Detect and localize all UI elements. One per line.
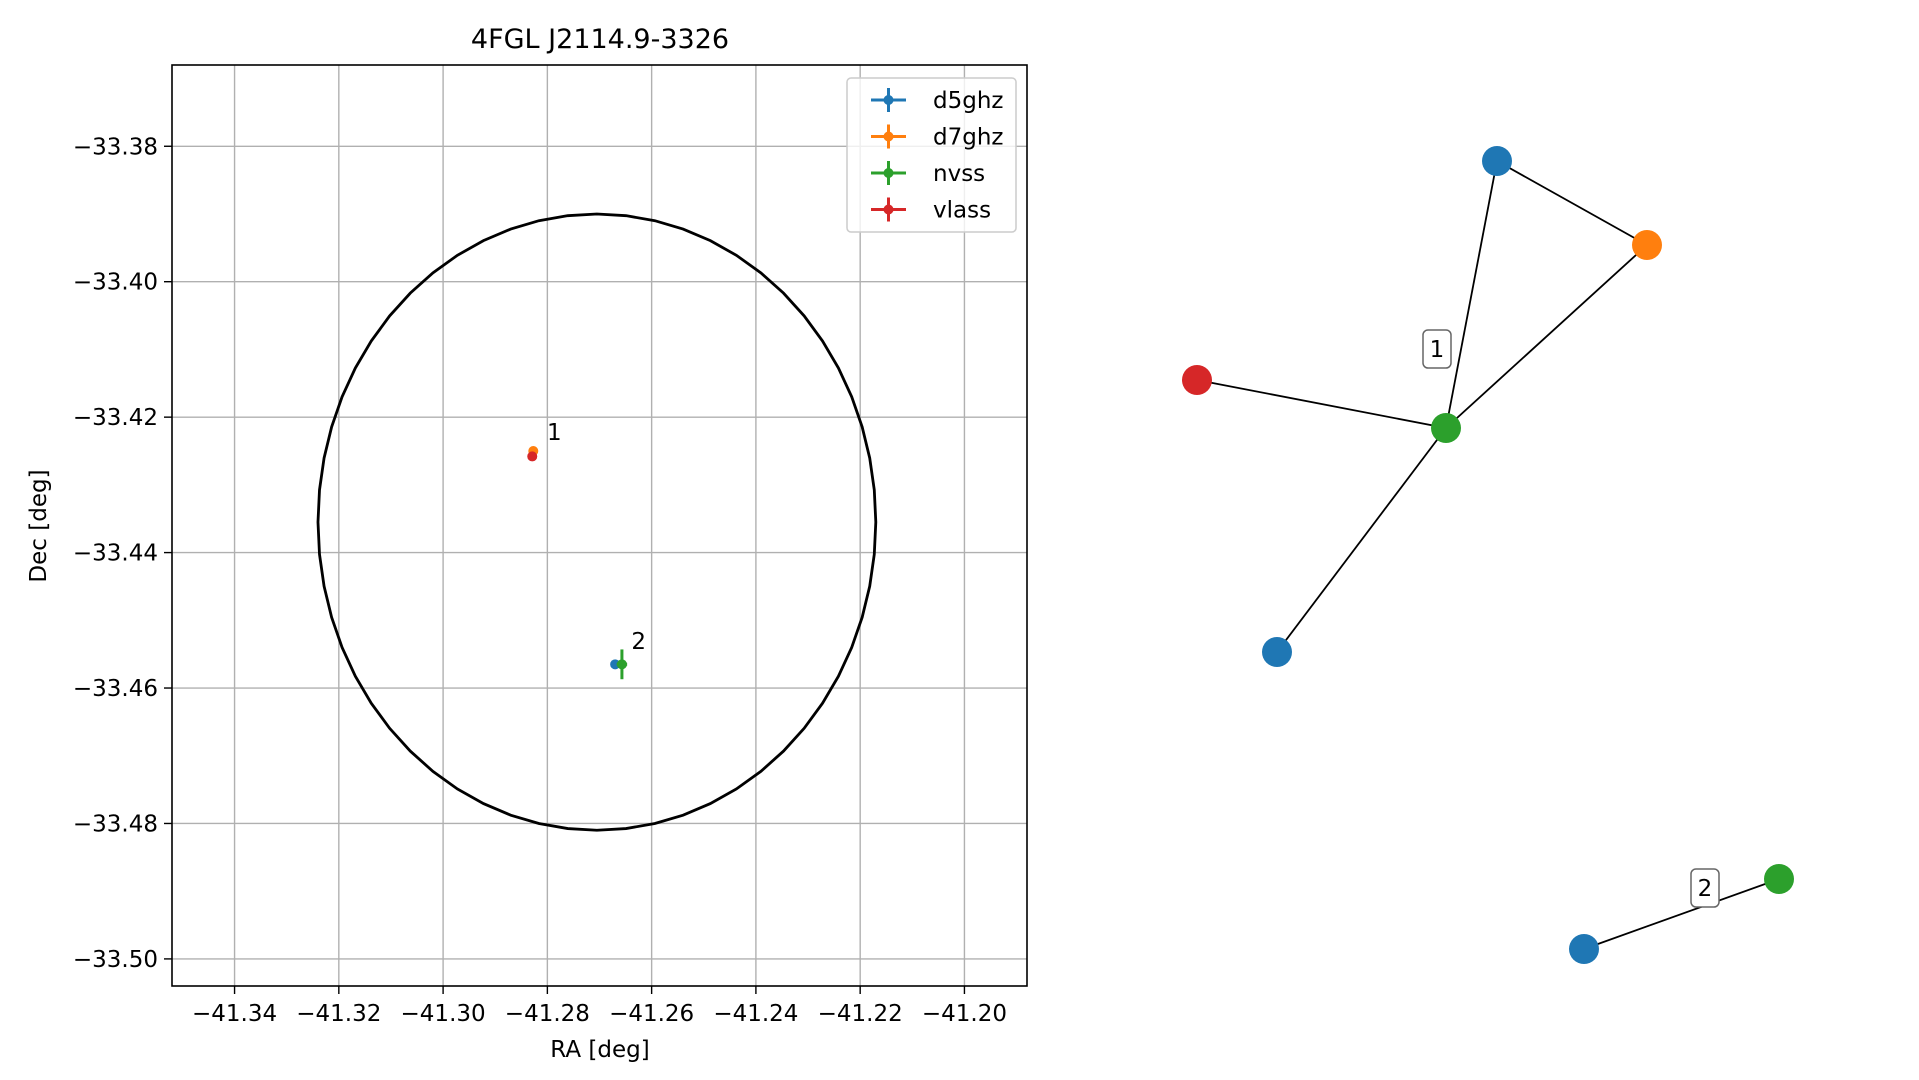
group-label-box: [1422, 329, 1452, 369]
x-axis-label: RA [deg]: [550, 1037, 649, 1063]
point-nvss: [616, 659, 627, 670]
y-tick-label: −33.44: [73, 541, 158, 567]
y-tick-label: −33.50: [73, 947, 158, 973]
error-ellipse: [316, 212, 878, 832]
data-points: [527, 446, 628, 680]
y-tick-label: −33.38: [73, 134, 158, 160]
legend-label-vlass: vlass: [933, 198, 991, 224]
y-tick-label: −33.42: [73, 405, 158, 431]
x-tick-label: −41.32: [296, 1001, 381, 1027]
graph-node-vlass: [1182, 365, 1212, 395]
grid-lines: [172, 65, 1027, 986]
graph-edge: [1496, 160, 1648, 246]
group-label: 1: [1430, 337, 1445, 363]
legend-marker-d7ghz: [883, 131, 894, 142]
legend-label-d7ghz: d7ghz: [933, 125, 1003, 151]
x-axis-ticks: −41.34 −41.32 −41.30 −41.28 −41.26 −41.24 −41.…: [192, 986, 1007, 1027]
y-tick-label: −33.40: [73, 270, 158, 296]
legend-marker-nvss: [883, 168, 894, 178]
legend-marker-d5ghz: [883, 95, 894, 105]
source-annotations: 12: [547, 420, 646, 655]
group-labels: 12: [1422, 329, 1720, 908]
chart-title: 4FGL J2114.9-3326: [471, 24, 729, 55]
group-label: 2: [1698, 876, 1713, 902]
x-tick-label: −41.22: [818, 1001, 903, 1027]
group-label-box: [1690, 868, 1720, 908]
x-tick-label: −41.28: [505, 1001, 590, 1027]
graph-node-d7ghz: [1632, 230, 1662, 260]
y-tick-label: −33.48: [73, 811, 158, 837]
graph-node-nvss: [1431, 413, 1461, 443]
x-tick-label: −41.30: [401, 1001, 486, 1027]
legend-label-d5ghz: d5ghz: [933, 88, 1003, 114]
legend-label-nvss: nvss: [933, 161, 985, 187]
sky-plot: 4FGL J2114.9-3326 12 −41.34 −41.32 −41.30−…: [26, 24, 1028, 1063]
y-axis-ticks: −33.38 −33.40 −33.42 −33.44 −33.46 −33.48 −33.…: [73, 134, 172, 973]
graph-edge: [1445, 160, 1498, 429]
legend-marker-vlass: [883, 204, 894, 215]
axes-frame: [171, 64, 1028, 987]
graph-node-d5ghz: [1569, 934, 1599, 964]
legend-box: [846, 77, 1017, 233]
source-label: 1: [547, 420, 562, 446]
x-tick-label: −41.20: [922, 1001, 1007, 1027]
point-vlass: [527, 451, 538, 462]
source-label: 2: [631, 629, 646, 655]
x-tick-label: −41.34: [192, 1001, 277, 1027]
graph-edge: [1276, 427, 1447, 653]
x-tick-label: −41.26: [609, 1001, 694, 1027]
y-axis-label: Dec [deg]: [26, 469, 52, 582]
graph-edge: [1445, 244, 1648, 429]
graph-node-nvss: [1764, 864, 1794, 894]
graph-nodes: [1182, 146, 1794, 964]
match-graph: 12: [1182, 146, 1794, 964]
legend: d5ghz d7ghz nvss vlass: [846, 77, 1017, 233]
x-tick-label: −41.24: [713, 1001, 798, 1027]
graph-node-d5ghz: [1262, 637, 1292, 667]
y-tick-label: −33.46: [73, 676, 158, 702]
graph-node-d5ghz: [1482, 146, 1512, 176]
graph-edge: [1196, 379, 1447, 429]
graph-edge: [1583, 878, 1780, 950]
graph-edges: [1196, 160, 1780, 950]
